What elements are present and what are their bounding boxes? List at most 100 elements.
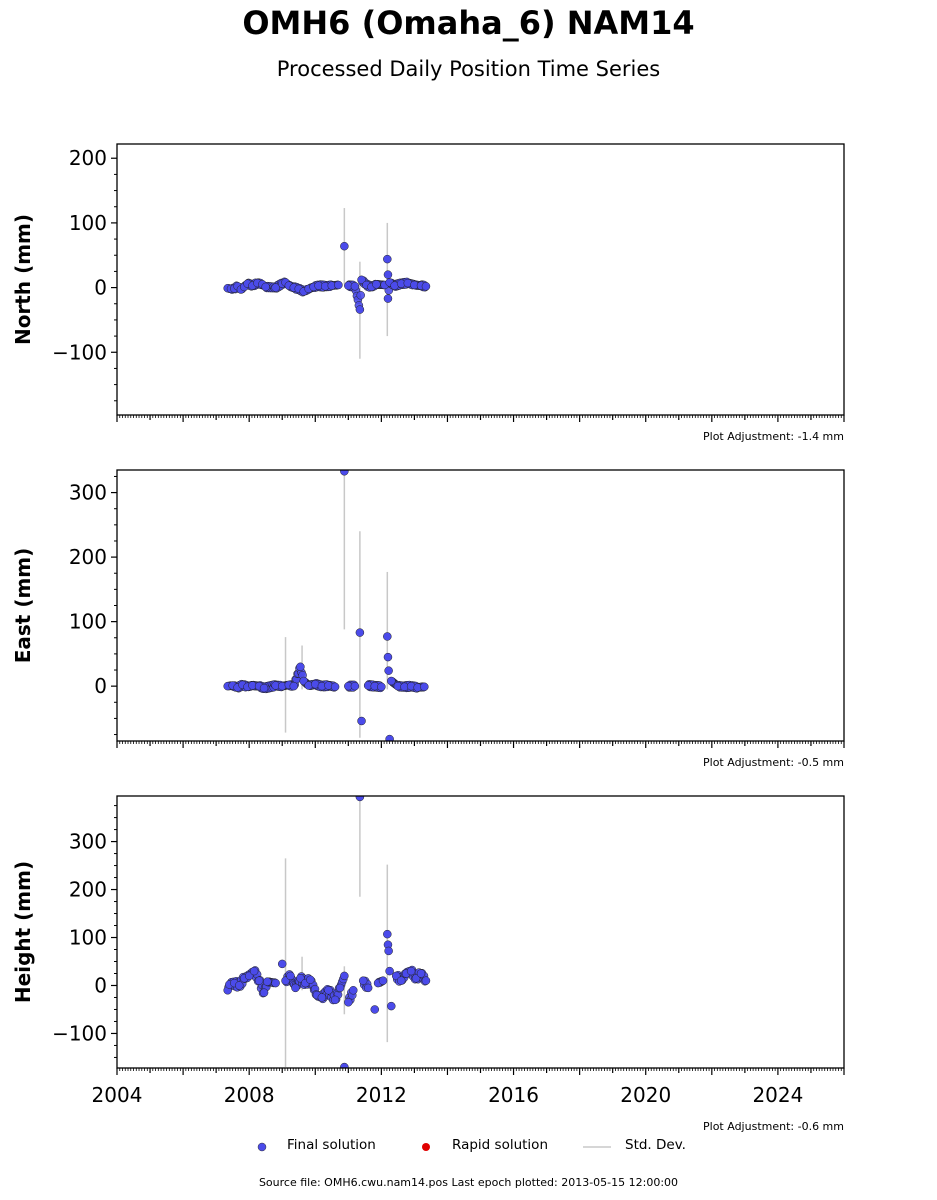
final-solution-point [340, 1062, 349, 1068]
plot-area [223, 796, 431, 1068]
std-line-icon [583, 1146, 611, 1148]
plot-adjustment-note: Plot Adjustment: -1.4 mm [703, 430, 844, 443]
final-solution-point [358, 976, 368, 985]
legend-rapid-label: Rapid solution [452, 1137, 548, 1153]
y-axis-label: East (mm) [11, 548, 35, 664]
y-tick-label: 100 [69, 211, 107, 235]
final-solution-point [383, 254, 392, 264]
x-tick-label: 2012 [356, 1083, 407, 1107]
final-solution-point [383, 294, 393, 303]
final-solution-point [334, 280, 343, 290]
final-solution-point [416, 969, 426, 978]
y-axis-label: Height (mm) [11, 861, 35, 1003]
y-tick-label: 100 [69, 610, 107, 634]
final-solution-point [330, 682, 340, 692]
final-solution-point [387, 1001, 396, 1011]
final-solution-point [383, 929, 392, 939]
final-solution-point [289, 681, 299, 691]
y-tick-label: 300 [69, 830, 107, 854]
final-solution-point [372, 280, 381, 289]
final-solution-point [306, 975, 315, 984]
final-solution-point [387, 676, 396, 686]
final-solution-point [344, 998, 353, 1007]
plot-frame [116, 469, 845, 742]
final-solution-point [286, 971, 295, 981]
chart-title: OMH6 (Omaha_6) NAM14 [242, 4, 695, 42]
final-solution-point [396, 976, 406, 985]
x-tick-label: 2016 [488, 1083, 539, 1107]
final-solution-point [271, 283, 280, 292]
y-tick-label: 200 [69, 545, 107, 569]
final-marker-icon [257, 1142, 267, 1152]
x-tick-label: 2020 [620, 1083, 671, 1107]
plot-area [223, 470, 429, 741]
final-solution-point [377, 682, 386, 692]
final-solution-point [383, 652, 393, 662]
final-solution-point [383, 270, 393, 279]
final-solution-point [421, 976, 431, 985]
final-solution-point [384, 946, 393, 956]
final-solution-point [335, 983, 345, 993]
y-tick-label: 0 [94, 973, 107, 997]
final-solution-point [340, 241, 349, 251]
final-solution-point [277, 959, 287, 969]
final-solution-point [357, 275, 366, 285]
plot-area [223, 208, 431, 359]
final-solution-point [235, 981, 244, 990]
final-solution-point [340, 971, 349, 981]
legend-std-label: Std. Dev. [625, 1137, 686, 1153]
y-tick-label: −100 [52, 340, 107, 364]
final-solution-point [355, 628, 365, 637]
plot-frame [116, 143, 845, 416]
final-solution-point [271, 978, 280, 988]
source-footer: Source file: OMH6.cwu.nam14.pos Last epo… [258, 1176, 679, 1189]
y-tick-label: 300 [69, 481, 107, 505]
y-axis-label: North (mm) [11, 214, 35, 345]
final-solution-point [296, 662, 305, 672]
x-tick-label: 2004 [92, 1083, 143, 1107]
final-solution-point [356, 291, 365, 300]
panel-1: −100 0 100 200 North (mm) Plot Adjustment: -1… [11, 143, 845, 443]
final-solution-point [383, 632, 392, 641]
final-solution-point [385, 966, 394, 976]
final-solution-point [317, 993, 327, 1002]
chart-subtitle: Processed Daily Position Time Series [276, 57, 661, 81]
panel-2: 0 100 200 300 East (mm) Plot Adjustment: -0.5… [11, 469, 845, 769]
final-solution-point [259, 683, 269, 693]
final-solution-point [355, 796, 365, 802]
x-tick-label: 2024 [752, 1083, 803, 1107]
final-solution-point [349, 986, 358, 995]
final-solution-point [370, 1005, 380, 1014]
y-tick-label: 100 [69, 926, 107, 950]
final-solution-point [378, 976, 388, 985]
final-solution-point [324, 986, 333, 995]
final-solution-point [330, 995, 340, 1005]
final-solution-point [340, 470, 349, 476]
y-tick-label: 0 [94, 276, 107, 300]
final-solution-point [350, 681, 360, 691]
final-solution-point [421, 282, 431, 291]
y-tick-label: −100 [52, 1021, 107, 1045]
final-solution-point [291, 983, 300, 993]
final-solution-point [406, 966, 416, 976]
final-solution-point [249, 966, 259, 976]
final-solution-point [384, 666, 393, 675]
legend-final-label: Final solution [287, 1137, 376, 1153]
final-solution-point [254, 976, 264, 985]
rapid-marker-icon [422, 1143, 430, 1151]
final-solution-point [259, 988, 269, 997]
final-solution-point [357, 716, 366, 726]
y-tick-label: 200 [69, 878, 107, 902]
final-solution-point [420, 682, 429, 692]
panel-3: −100 0 100 200 300 2004 2008 2012 2016 2020 2024 He… [11, 795, 845, 1133]
final-solution-point [261, 282, 270, 292]
plot-adjustment-note: Plot Adjustment: -0.6 mm [703, 1120, 844, 1133]
final-solution-point [385, 734, 394, 741]
x-tick-label: 2008 [224, 1083, 275, 1107]
y-tick-label: 200 [69, 146, 107, 170]
plot-frame [116, 795, 845, 1069]
final-solution-point [350, 282, 360, 291]
y-tick-label: 0 [94, 674, 107, 698]
final-solution-point [263, 977, 272, 986]
